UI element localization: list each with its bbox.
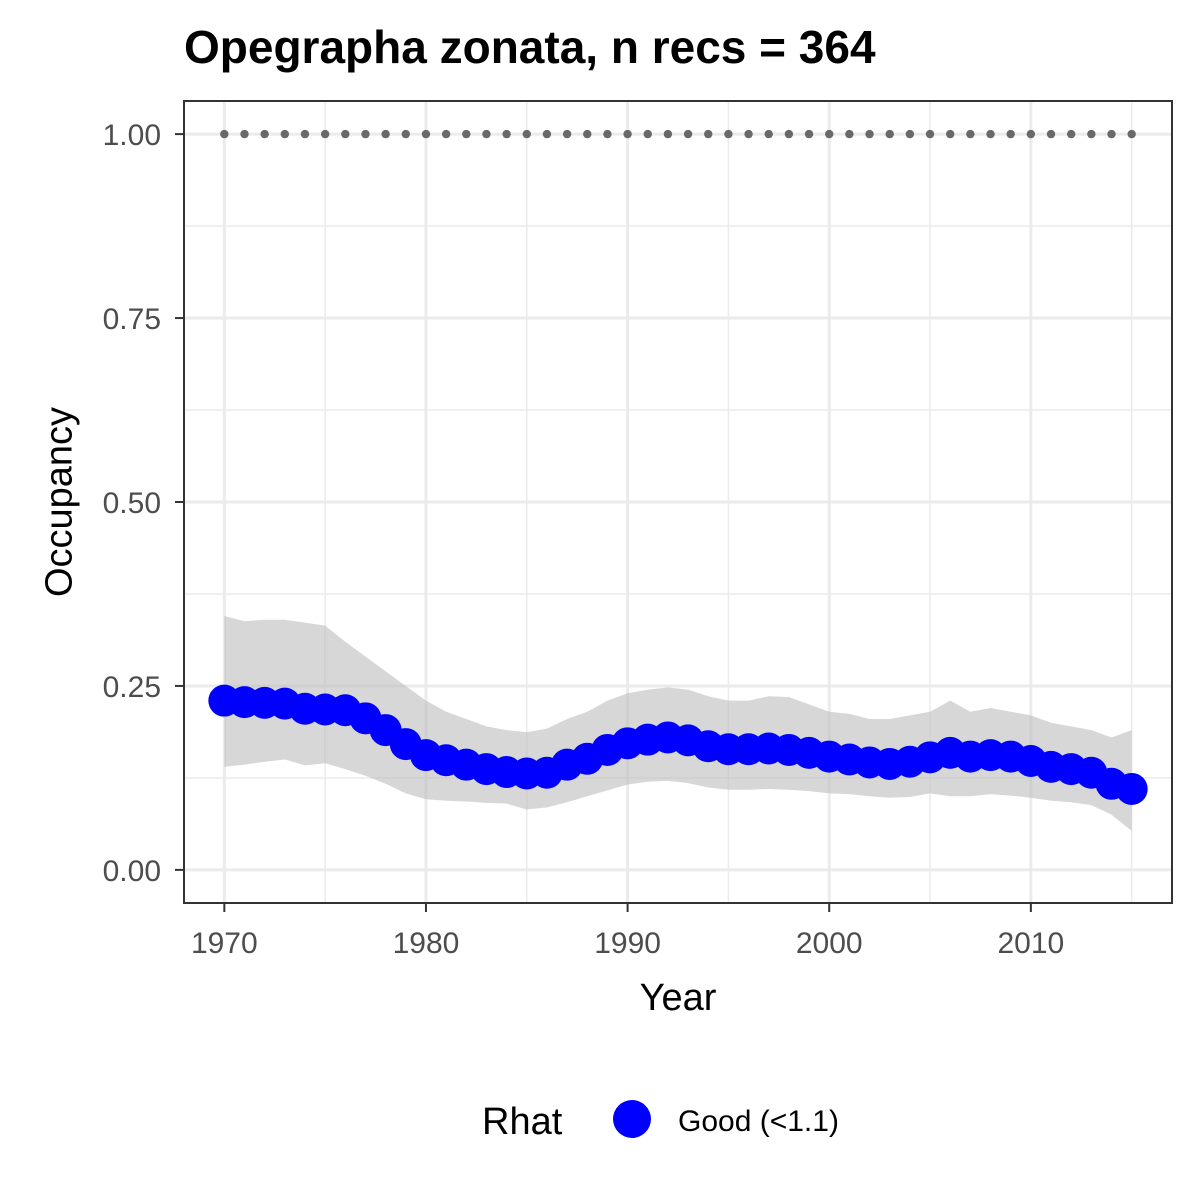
reference-dot <box>441 129 451 139</box>
reference-dot <box>260 129 269 139</box>
y-axis: 0.00 0.25 0.50 0.75 1.00 <box>103 119 184 888</box>
reference-dot <box>986 129 995 139</box>
y-tick-label: 0.25 <box>103 671 161 704</box>
reference-dot <box>300 129 310 139</box>
reference-dot <box>341 129 350 139</box>
x-axis: 1970 1980 1990 2000 2010 <box>191 903 1064 960</box>
reference-dot <box>542 129 552 139</box>
reference-dot <box>764 129 773 139</box>
reference-dot <box>280 129 290 139</box>
reference-dot <box>905 129 915 139</box>
reference-dot <box>1066 129 1076 139</box>
x-axis-title: Year <box>640 977 717 1019</box>
reference-dot <box>361 129 370 139</box>
confidence-ribbon-layer <box>224 616 1132 831</box>
y-tick-label: 0.75 <box>103 303 161 336</box>
reference-dot <box>401 129 410 139</box>
reference-dot <box>320 129 330 139</box>
confidence-ribbon <box>224 616 1132 831</box>
reference-dot <box>744 129 753 139</box>
reference-dot <box>865 129 874 139</box>
reference-dot <box>925 129 935 139</box>
reference-dot <box>784 129 794 139</box>
y-axis-title: Occupancy <box>38 407 80 597</box>
legend-key-good <box>613 1100 651 1138</box>
reference-dot <box>583 129 592 139</box>
reference-dot <box>220 129 229 139</box>
reference-dot <box>825 129 834 139</box>
reference-dot <box>603 129 612 139</box>
x-tick-label: 1980 <box>393 927 460 960</box>
reference-dot <box>724 129 733 139</box>
reference-dot <box>1046 129 1056 139</box>
reference-dot <box>240 129 249 139</box>
occupancy-point <box>1115 772 1148 805</box>
reference-dots-layer <box>220 129 1136 139</box>
reference-dot <box>522 129 531 139</box>
reference-dot <box>381 129 390 139</box>
reference-dot <box>804 129 814 139</box>
x-tick-label: 2010 <box>997 927 1064 960</box>
reference-dot <box>1087 129 1096 139</box>
x-tick-label: 1970 <box>191 927 258 960</box>
reference-dot <box>845 129 854 139</box>
legend: Rhat Good (<1.1) <box>482 1100 839 1143</box>
reference-dot <box>966 129 975 139</box>
x-tick-label: 1990 <box>594 927 661 960</box>
occupancy-points-layer <box>208 684 1148 805</box>
legend-title: Rhat <box>482 1101 563 1143</box>
x-tick-label: 2000 <box>796 927 863 960</box>
reference-dot <box>502 129 511 139</box>
y-tick-label: 1.00 <box>103 119 161 152</box>
reference-dot <box>462 129 471 139</box>
reference-dot <box>946 129 955 139</box>
reference-dot <box>683 129 693 139</box>
reference-dot <box>1006 129 1015 139</box>
reference-dot <box>1026 129 1036 139</box>
chart-title: Opegrapha zonata, n recs = 364 <box>184 21 876 73</box>
reference-dot <box>421 129 431 139</box>
reference-dot <box>704 129 713 139</box>
reference-dot <box>482 129 491 139</box>
reference-dot <box>1107 129 1116 139</box>
reference-dot <box>643 129 652 139</box>
y-tick-label: 0.00 <box>103 855 161 888</box>
reference-dot <box>623 129 632 139</box>
y-tick-label: 0.50 <box>103 487 161 520</box>
reference-dot <box>1127 129 1136 139</box>
reference-dot <box>663 129 673 139</box>
legend-label-good: Good (<1.1) <box>678 1105 839 1138</box>
reference-dot <box>562 129 572 139</box>
reference-dot <box>885 129 894 139</box>
